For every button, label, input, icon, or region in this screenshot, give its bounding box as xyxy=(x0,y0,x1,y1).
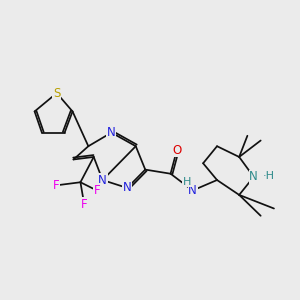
Text: N: N xyxy=(188,184,197,197)
Text: S: S xyxy=(53,87,60,100)
Text: N: N xyxy=(123,182,132,194)
Text: F: F xyxy=(94,184,100,197)
Text: N: N xyxy=(249,170,258,183)
Text: O: O xyxy=(172,143,182,157)
Text: N: N xyxy=(107,126,116,139)
Text: F: F xyxy=(81,198,88,211)
Text: N: N xyxy=(98,173,107,187)
Text: F: F xyxy=(52,179,59,192)
Text: ·H: ·H xyxy=(263,171,275,181)
Text: H: H xyxy=(183,177,191,187)
